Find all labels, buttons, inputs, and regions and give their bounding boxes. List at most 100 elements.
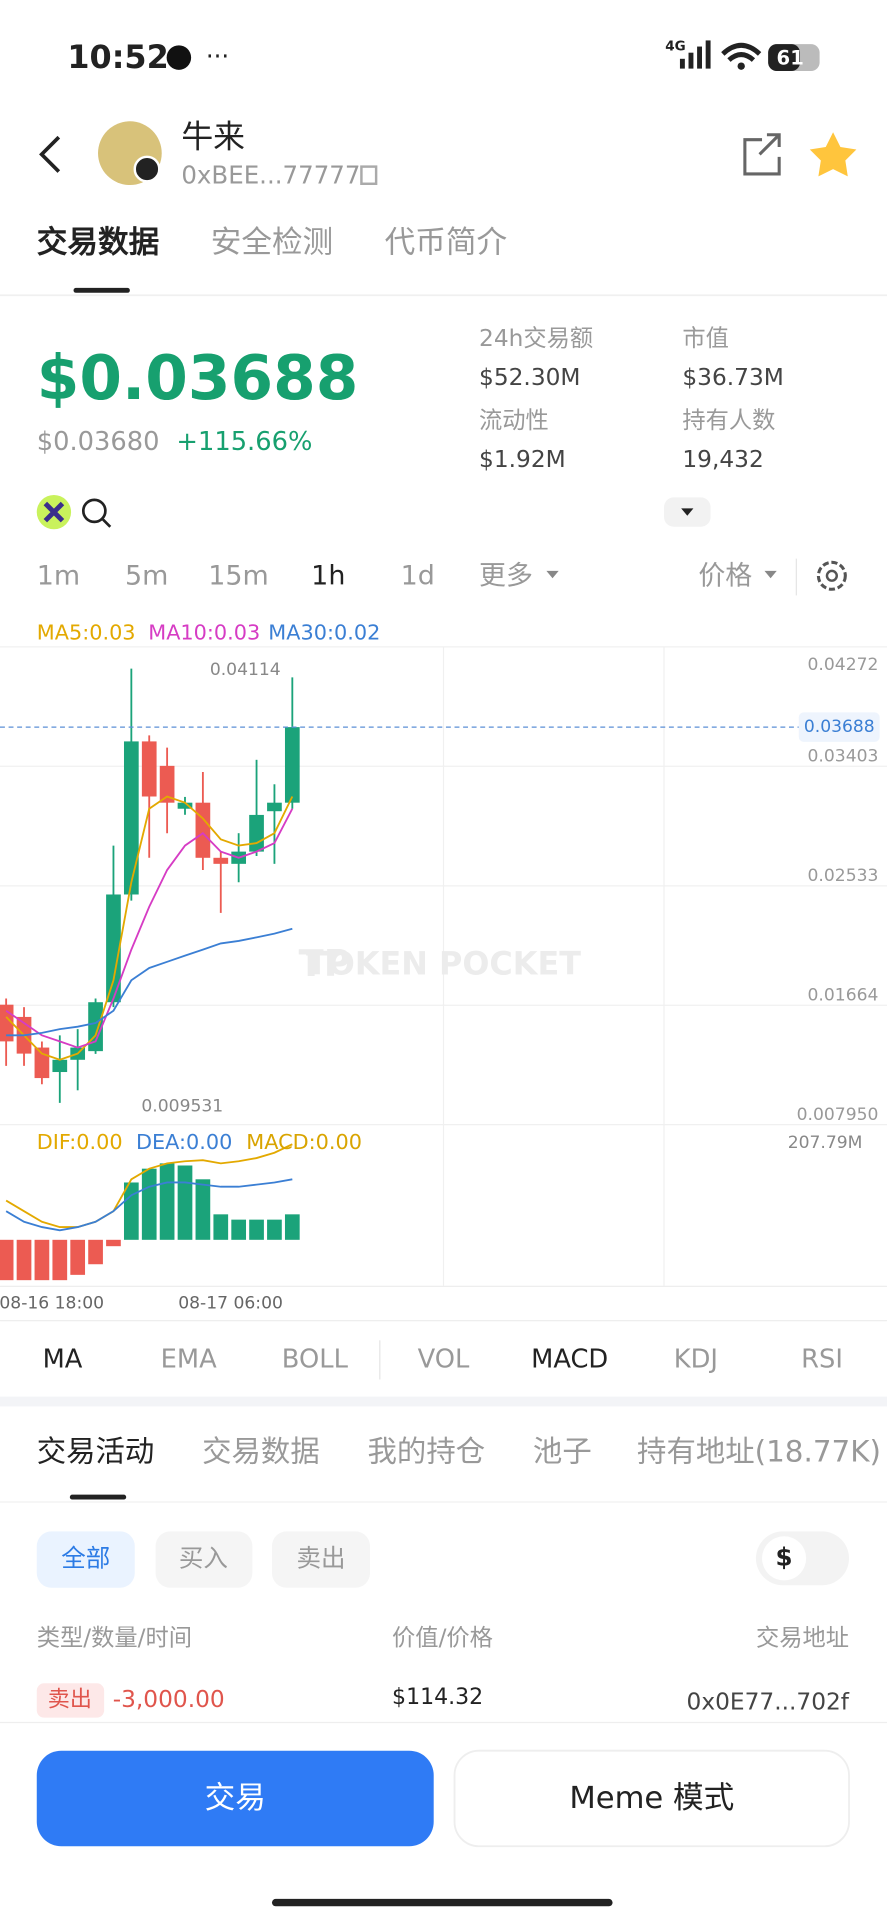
trade-type: 卖出 (48, 1687, 92, 1712)
section-gap (0, 1396, 887, 1407)
ma-line (5, 795, 294, 1061)
indicator-tab[interactable]: BOLL (282, 1344, 349, 1374)
type-pill (36, 1683, 105, 1718)
search-icon-handle (101, 518, 112, 528)
signal-icon (679, 40, 711, 69)
price-mode[interactable]: 价格 (698, 561, 752, 592)
filter[interactable]: 买入 (179, 1544, 228, 1573)
macd-bar (123, 1182, 139, 1240)
status-time: 10:52 (67, 38, 168, 76)
low-label: 0.009531 (141, 1097, 223, 1117)
activity-tab[interactable]: 交易活动 (37, 1434, 155, 1468)
ma-legend: MA5:0.03 (37, 620, 136, 644)
filter[interactable]: 卖出 (296, 1544, 345, 1573)
activity-tab[interactable]: 池子 (533, 1434, 592, 1468)
meme-button[interactable] (453, 1749, 850, 1848)
interval[interactable]: 1d (401, 561, 435, 592)
tab[interactable]: 交易数据 (37, 224, 159, 260)
network: 4G (665, 39, 685, 55)
trade-button[interactable] (36, 1750, 434, 1847)
more-icon: ··· (206, 42, 229, 71)
wifi-icon (721, 42, 762, 62)
indicator-tab[interactable]: KDJ (674, 1344, 718, 1374)
stat-value: $1.92M (479, 446, 566, 473)
filter-pill[interactable] (271, 1531, 370, 1588)
table-header: 价值/价格 (392, 1625, 493, 1652)
high-label: 0.04114 (210, 660, 281, 680)
indicator-tab[interactable]: EMA (161, 1344, 217, 1374)
collapse-arrow (681, 508, 694, 516)
indicator-tab[interactable]: VOL (418, 1344, 470, 1374)
tab[interactable]: 安全检测 (211, 225, 333, 260)
meme-button-label[interactable]: Meme 模式 (569, 1781, 734, 1816)
y-tick-label: 0.007950 (797, 1105, 879, 1125)
interval[interactable]: 15m (208, 561, 269, 592)
macd-bar (249, 1219, 264, 1240)
ma-line (6, 927, 293, 1037)
current-price-label: 0.03688 (804, 717, 875, 737)
stat-label: 市值 (682, 325, 729, 352)
reference-price: $0.03680 (37, 427, 160, 457)
candle-body (177, 802, 193, 809)
indicator-tab[interactable]: RSI (801, 1344, 843, 1374)
trade-amount: -3,000.00 (113, 1686, 225, 1713)
trade-address[interactable]: 0x0E77...702f (687, 1688, 850, 1715)
favorite-button[interactable] (809, 132, 857, 177)
back-button[interactable] (39, 135, 61, 173)
interval[interactable]: 1h (311, 561, 345, 592)
interval[interactable]: 1m (37, 561, 80, 592)
share-button[interactable] (743, 133, 781, 176)
settings-button[interactable] (816, 560, 847, 591)
dea-line (5, 1178, 293, 1232)
macd-bar (88, 1239, 103, 1265)
trade-value: $114.32 (392, 1685, 483, 1710)
candle-body (123, 741, 139, 895)
interval[interactable]: 5m (125, 561, 168, 592)
token-address: 0xBEE...77777 (181, 160, 360, 189)
search-icon[interactable] (81, 498, 107, 524)
tab-indicator (69, 1494, 127, 1500)
dif-line (5, 1143, 293, 1228)
indicator-tab[interactable]: MACD (531, 1344, 608, 1374)
more-arrow (546, 570, 559, 579)
macd-bar (0, 1239, 14, 1281)
macd-bar (177, 1165, 193, 1240)
dex-icon-mark (43, 501, 65, 523)
tab[interactable]: 代币简介 (385, 225, 507, 260)
activity-tab[interactable]: 我的持仓 (368, 1434, 486, 1468)
battery-text: 61 (777, 46, 804, 69)
candle-body (195, 802, 211, 858)
filter[interactable]: 全部 (61, 1544, 110, 1573)
activity-tab[interactable]: 持有地址(18.77K) (637, 1434, 881, 1468)
copy-icon[interactable] (360, 165, 378, 185)
tab-indicator (73, 287, 130, 293)
macd-bar (106, 1239, 121, 1247)
chart: 0.04272 0.03403 0.02533 0.01664 0.007950 MA5:… (0, 620, 887, 1314)
table-header: 交易地址 (756, 1625, 849, 1652)
interval-more[interactable]: 更多 (479, 561, 533, 592)
candle-body (141, 741, 157, 797)
macd-bar (231, 1219, 247, 1240)
candle-body (106, 894, 121, 1003)
current-price-box (798, 712, 880, 742)
filter-pill[interactable] (155, 1531, 253, 1588)
token-name: 牛来 (181, 117, 245, 155)
candle-body (249, 814, 264, 852)
macd-bar (141, 1168, 157, 1240)
y-tick-label: 0.04272 (808, 655, 879, 675)
macd-bar (34, 1239, 50, 1281)
macd-bar (284, 1214, 300, 1240)
macd-bar (159, 1163, 175, 1240)
filter-pill[interactable] (36, 1531, 135, 1588)
trade-button-label[interactable]: 交易 (205, 1781, 266, 1816)
candle-body (213, 857, 229, 864)
qq-icon (166, 45, 192, 70)
candle-body (34, 1047, 50, 1079)
activity-tab[interactable]: 交易数据 (202, 1434, 320, 1468)
macd-bar (52, 1239, 68, 1281)
settings-center (825, 569, 838, 582)
indicator-tab[interactable]: MA (43, 1344, 83, 1374)
candle-body (52, 1059, 68, 1073)
macd-bar (213, 1214, 229, 1240)
